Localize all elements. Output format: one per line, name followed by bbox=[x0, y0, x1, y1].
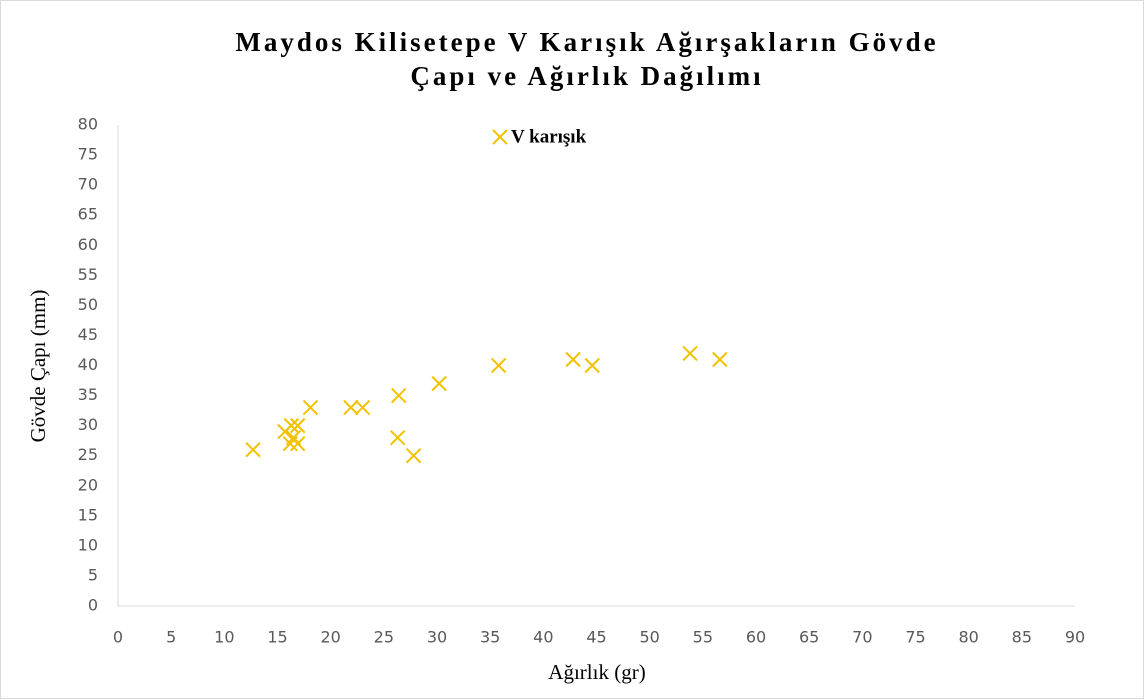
y-tick-label: 40 bbox=[78, 355, 98, 374]
x-tick-label: 30 bbox=[427, 628, 447, 647]
x-tick-label: 65 bbox=[799, 628, 819, 647]
x-tick-label: 70 bbox=[852, 628, 872, 647]
point bbox=[431, 375, 447, 392]
y-tick-label: 25 bbox=[78, 445, 98, 464]
point bbox=[245, 441, 261, 458]
y-tick-label: 20 bbox=[78, 475, 98, 494]
point bbox=[343, 399, 359, 416]
point bbox=[712, 351, 728, 368]
y-tick-label: 15 bbox=[78, 505, 98, 524]
y-tick-label: 70 bbox=[78, 175, 98, 194]
x-tick-label: 40 bbox=[533, 628, 553, 647]
x-tick-label: 5 bbox=[166, 628, 176, 647]
y-tick-label: 45 bbox=[78, 325, 98, 344]
x-tick-label: 25 bbox=[374, 628, 394, 647]
y-tick-label: 65 bbox=[78, 205, 98, 224]
x-tick-label: 15 bbox=[267, 628, 287, 647]
point bbox=[490, 357, 507, 374]
point bbox=[391, 387, 407, 404]
point bbox=[584, 357, 600, 374]
point bbox=[565, 351, 581, 368]
x-tick-label: 80 bbox=[958, 628, 978, 647]
x-tick-label: 0 bbox=[113, 628, 123, 647]
y-tick-label: 30 bbox=[78, 415, 98, 434]
point bbox=[389, 429, 406, 446]
chart-title: Maydos Kilisetepe V Karışık Ağırşakların… bbox=[235, 27, 938, 57]
y-tick-label: 5 bbox=[88, 565, 98, 584]
point bbox=[405, 447, 422, 464]
y-tick-label: 10 bbox=[78, 535, 98, 554]
x-tick-label: 50 bbox=[639, 628, 659, 647]
y-tick-label: 80 bbox=[78, 115, 98, 134]
x-tick-label: 60 bbox=[746, 628, 766, 647]
y-tick-label: 55 bbox=[78, 265, 98, 284]
y-tick-label: 75 bbox=[78, 145, 98, 164]
point bbox=[682, 345, 698, 362]
x-tick-label: 35 bbox=[480, 628, 500, 647]
point bbox=[289, 417, 306, 434]
x-tick-label: 20 bbox=[320, 628, 340, 647]
y-axis-label: Gövde Çapı (mm) bbox=[26, 290, 50, 443]
point bbox=[302, 399, 319, 416]
chart-title: Çapı ve Ağırlık Dağılımı bbox=[410, 61, 763, 91]
x-axis-label: Ağırlık (gr) bbox=[548, 660, 645, 684]
y-tick-label: 60 bbox=[78, 235, 98, 254]
point bbox=[283, 417, 300, 434]
x-tick-label: 10 bbox=[214, 628, 234, 647]
x-tick-label: 75 bbox=[905, 628, 925, 647]
legend-label: V karışık bbox=[511, 126, 587, 147]
point bbox=[285, 429, 302, 446]
y-tick-label: 0 bbox=[88, 596, 98, 615]
point bbox=[354, 399, 371, 416]
x-tick-label: 90 bbox=[1065, 628, 1085, 647]
x-tick-label: 45 bbox=[586, 628, 606, 647]
y-tick-label: 35 bbox=[78, 385, 98, 404]
y-tick-label: 50 bbox=[78, 295, 98, 314]
legend-marker bbox=[492, 129, 508, 145]
x-tick-label: 55 bbox=[693, 628, 713, 647]
x-tick-label: 85 bbox=[1012, 628, 1032, 647]
